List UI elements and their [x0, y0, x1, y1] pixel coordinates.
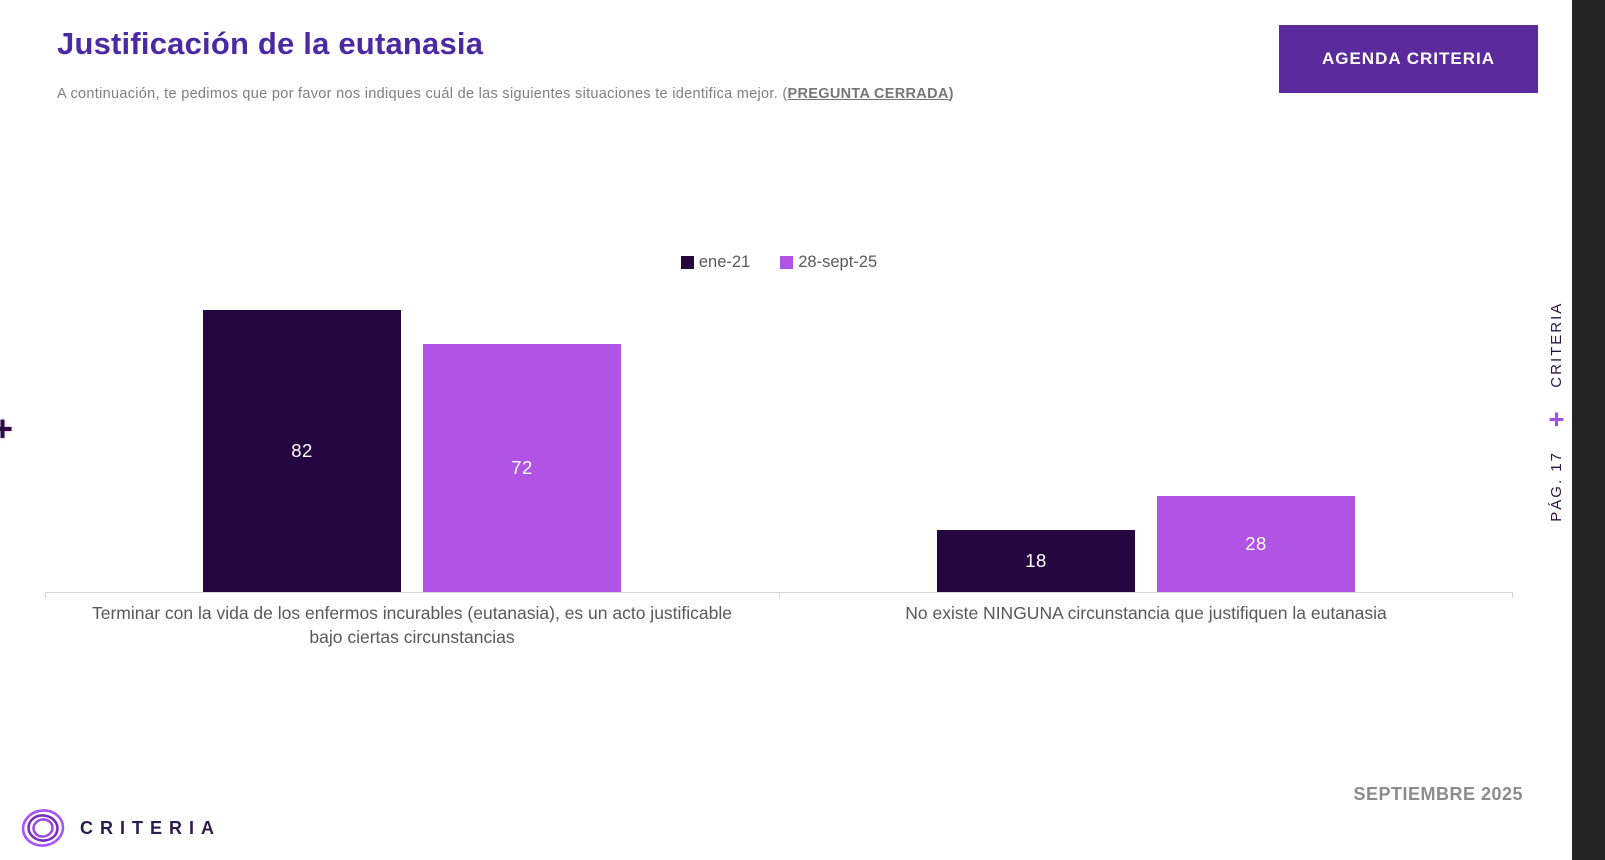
criteria-logo-icon: [21, 809, 65, 847]
bar-chart: ene-21 28-sept-25 82 72 18 28 T: [45, 249, 1513, 649]
page-title: Justificación de la eutanasia: [57, 26, 484, 61]
category-axis-labels: Terminar con la vida de los enfermos inc…: [45, 593, 1513, 649]
bar-value-label: 82: [291, 439, 313, 461]
legend-label-28-sept-25: 28-sept-25: [798, 253, 878, 271]
side-brand-label: CRITERIA: [1548, 302, 1565, 389]
side-page-marker: PÁG. 17 + CRITERIA: [1548, 302, 1565, 522]
category-label-1: Terminar con la vida de los enfermos inc…: [91, 603, 733, 647]
legend-item-ene-21: ene-21: [680, 253, 751, 272]
bar-value-label: 72: [511, 457, 533, 479]
subtitle-emphasis: PREGUNTA CERRADA: [787, 86, 949, 102]
side-page-number: PÁG. 17: [1548, 451, 1565, 522]
plot-area: 82 72 18 28: [45, 249, 1513, 598]
legend-label-ene-21: ene-21: [698, 253, 751, 271]
bar-value-label: 28: [1245, 532, 1267, 554]
agenda-criteria-button[interactable]: AGENDA CRITERIA: [1279, 25, 1538, 93]
chart-legend: ene-21 28-sept-25: [45, 253, 1513, 272]
subtitle-suffix: ): [948, 86, 954, 102]
legend-item-28-sept-25: 28-sept-25: [780, 253, 877, 272]
legend-swatch-28-sept-25: [780, 256, 794, 269]
criteria-logo-text: CRITERIA: [80, 817, 221, 838]
subtitle-text: A continuación, te pedimos que por favor…: [57, 86, 788, 102]
category-group-2: 18 28: [779, 249, 1513, 592]
axis-tick: [45, 592, 46, 598]
bar-value-label: 18: [1025, 550, 1047, 572]
footer-date: SEPTIEMBRE 2025: [1353, 784, 1523, 804]
left-plus-icon: +: [0, 408, 14, 449]
legend-swatch-ene-21: [680, 256, 694, 269]
bar-28-sept-25-cat-1: 72: [423, 344, 621, 592]
side-plus-icon: +: [1548, 405, 1565, 436]
subtitle: A continuación, te pedimos que por favor…: [57, 86, 954, 102]
category-label-2: No existe NINGUNA circunstancia que just…: [905, 603, 1387, 623]
axis-tick: [779, 592, 780, 598]
right-edge-strip: [1572, 0, 1605, 860]
axis-tick: [1512, 592, 1513, 598]
criteria-logo: CRITERIA: [20, 806, 221, 850]
bar-28-sept-25-cat-2: 28: [1157, 495, 1355, 592]
bar-ene-21-cat-2: 18: [937, 530, 1135, 592]
bar-ene-21-cat-1: 82: [203, 309, 401, 592]
category-group-1: 82 72: [45, 249, 779, 592]
